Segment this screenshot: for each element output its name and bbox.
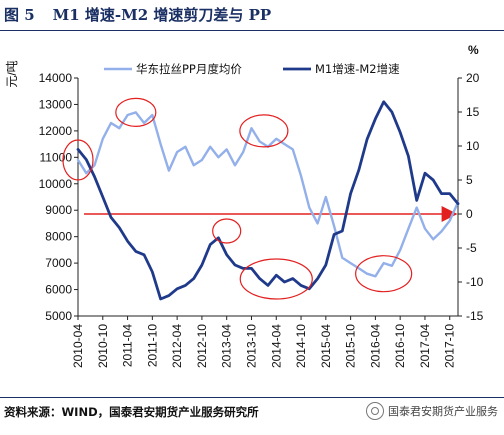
left-axis-unit-label: 元/吨 — [5, 60, 19, 87]
x-axis-tick-label: 2010-10 — [96, 324, 110, 368]
left-axis-tick-label: 6000 — [45, 283, 72, 297]
x-axis-tick-label: 2015-10 — [344, 324, 358, 368]
left-axis-tick-label: 10000 — [39, 177, 73, 191]
highlight-ellipse — [239, 114, 289, 148]
x-axis-tick-label: 2012-04 — [170, 324, 184, 368]
legend-label-spread: M1增速-M2增速 — [315, 62, 400, 76]
right-axis-tick-label: -15 — [466, 309, 484, 323]
chart: 5000 6000 7000 8000 9000 10000 11000 12000 13000… — [5, 43, 484, 368]
highlight-ellipse — [212, 218, 242, 244]
title-rule — [0, 30, 504, 31]
right-axis-tick-label: 5 — [466, 173, 473, 187]
x-axis-tick-label: 2011-10 — [145, 324, 159, 367]
legend-label-pp: 华东拉丝PP月度均价 — [136, 62, 242, 76]
right-axis-tick-label: 15 — [466, 105, 480, 119]
x-axis-tick-label: 2017-04 — [418, 324, 432, 368]
right-axis-unit-label: % — [468, 43, 479, 57]
figure-title: 图 5 M1 增速-M2 增速剪刀差与 PP — [4, 4, 500, 28]
figure-number: 图 5 — [4, 6, 35, 24]
left-axis-tick-label: 14000 — [39, 71, 73, 85]
x-axis-tick-label: 2013-10 — [244, 324, 258, 368]
left-axis-tick-label: 5000 — [45, 309, 72, 323]
left-axis-tick-label: 9000 — [45, 203, 72, 217]
figure-title-text: M1 增速-M2 增速剪刀差与 PP — [52, 6, 272, 24]
right-axis-tick-label: 0 — [466, 207, 473, 221]
right-axis-tick-label: 10 — [466, 139, 480, 153]
x-axis-tick-label: 2015-04 — [319, 324, 333, 368]
left-axis-tick-label: 11000 — [40, 150, 73, 164]
right-axis-tick-label: 20 — [466, 71, 480, 85]
x-axis-tick-label: 2017-10 — [443, 324, 457, 368]
x-axis-tick-label: 2012-10 — [195, 324, 209, 368]
left-axis-tick-label: 7000 — [45, 256, 72, 270]
x-axis-tick-label: 2013-04 — [220, 324, 234, 368]
x-axis-tick-label: 2016-10 — [393, 324, 407, 368]
highlight-ellipse — [239, 258, 313, 300]
left-axis-tick-label: 12000 — [39, 124, 73, 138]
x-axis-tick-label: 2010-04 — [71, 324, 85, 368]
x-axis-tick-label: 2011-04 — [121, 324, 135, 367]
m1-m2-spread-line — [76, 100, 460, 301]
right-axis-tick-label: -10 — [466, 275, 484, 289]
highlight-ellipse — [115, 97, 157, 127]
right-axis-tick-label: -5 — [466, 241, 477, 255]
source-note: 资料来源：WIND，国泰君安期货产业服务研究所 — [4, 405, 259, 419]
source-rule — [0, 397, 504, 398]
left-axis-tick-label: 8000 — [45, 230, 72, 244]
wechat-logo-icon — [366, 402, 384, 420]
watermark: 国泰君安期货产业服务 — [366, 402, 498, 420]
watermark-text: 国泰君安期货产业服务 — [388, 405, 498, 418]
left-axis-tick-label: 13000 — [39, 97, 73, 111]
x-axis-tick-label: 2014-10 — [294, 324, 308, 368]
x-axis-tick-label: 2014-04 — [269, 324, 283, 368]
x-axis-tick-label: 2016-04 — [368, 324, 382, 368]
highlight-ellipse — [355, 255, 413, 293]
highlight-ellipse — [62, 139, 94, 181]
